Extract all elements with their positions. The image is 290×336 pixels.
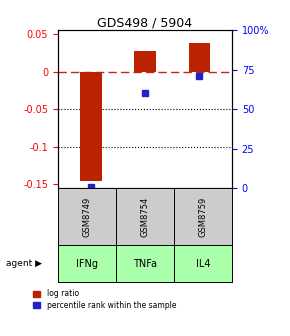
Text: GSM8754: GSM8754 xyxy=(140,197,150,237)
Text: IFNg: IFNg xyxy=(76,259,98,269)
Title: GDS498 / 5904: GDS498 / 5904 xyxy=(97,16,193,29)
Bar xyxy=(134,50,156,72)
Bar xyxy=(80,72,101,181)
Legend: log ratio, percentile rank within the sample: log ratio, percentile rank within the sa… xyxy=(33,289,176,310)
Text: agent ▶: agent ▶ xyxy=(6,259,42,268)
Text: GSM8749: GSM8749 xyxy=(82,197,92,237)
Text: IL4: IL4 xyxy=(196,259,210,269)
Text: TNFa: TNFa xyxy=(133,259,157,269)
Text: GSM8759: GSM8759 xyxy=(198,197,208,237)
Bar xyxy=(188,43,210,72)
